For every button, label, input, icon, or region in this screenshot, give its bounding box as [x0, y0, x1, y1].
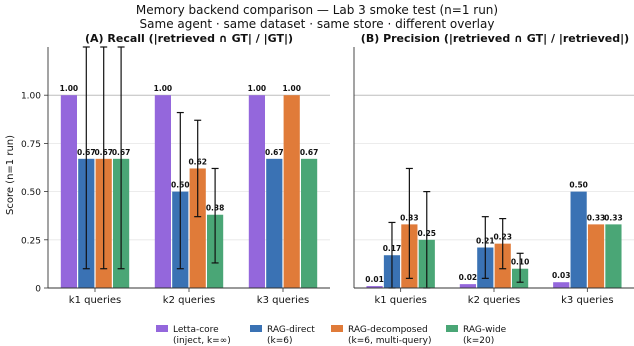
recall-bar [248, 95, 265, 288]
recall-bar [189, 168, 206, 288]
precision-data-label: 0.01 [365, 275, 384, 284]
precision-data-label: 0.33 [604, 213, 623, 222]
precision-data-label: 0.50 [569, 181, 588, 190]
precision-data-label: 0.33 [587, 213, 606, 222]
precision-bar [605, 224, 622, 288]
precision-bar [553, 282, 570, 288]
precision-x-tick-label: k3 queries [561, 295, 613, 306]
recall-data-label: 0.67 [94, 148, 113, 157]
precision-data-label: 0.03 [552, 271, 571, 280]
precision-bar [570, 191, 587, 288]
legend-swatch [331, 325, 343, 332]
legend-sublabel: (k=6) [267, 336, 293, 346]
precision-data-label: 0.33 [400, 213, 419, 222]
precision-data-label: 0.25 [418, 229, 437, 238]
recall-data-label: 0.38 [206, 204, 225, 213]
recall-data-label: 0.67 [265, 148, 284, 157]
precision-data-label: 0.23 [493, 233, 512, 242]
legend-sublabel: (k=6, multi-query) [348, 336, 431, 346]
panel-b-title: (B) Precision (|retrieved ∩ GT| / |retri… [361, 32, 629, 45]
legend-swatch [156, 325, 168, 332]
recall-bar [301, 158, 318, 288]
recall-data-label: 0.50 [171, 181, 190, 190]
precision-bar [587, 224, 605, 288]
recall-bar [60, 95, 77, 288]
y-axis-label: Score (n=1 run) [5, 135, 16, 215]
legend-swatch [250, 325, 262, 332]
recall-y-tick-label: 0.25 [21, 236, 41, 246]
precision-x-tick-label: k1 queries [374, 295, 426, 306]
figure-title: Memory backend comparison — Lab 3 smoke … [136, 3, 498, 17]
legend-label: Letta-core [173, 325, 219, 335]
panel-b-plot: 0.01 0.17 0.33 0.25 k1 queries 0.02 0.210.23 0.… [353, 47, 634, 306]
panel-a-title: (A) Recall (|retrieved ∩ GT| / |GT|) [85, 32, 293, 45]
recall-y-tick-label: 1.00 [21, 92, 41, 102]
figure-subtitle: Same agent · same dataset · same store ·… [140, 17, 495, 31]
precision-data-label: 0.21 [476, 237, 495, 246]
recall-x-tick-label: k2 queries [163, 295, 215, 306]
recall-y-tick-label: 0.75 [21, 140, 41, 150]
precision-data-label: 0.02 [459, 273, 478, 282]
recall-x-tick-label: k1 queries [69, 295, 121, 306]
legend-label: RAG-decomposed [348, 325, 428, 335]
recall-x-tick-label: k3 queries [257, 295, 309, 306]
recall-data-label: 0.67 [300, 148, 319, 157]
precision-bar [459, 284, 476, 288]
recall-data-label: 0.67 [112, 148, 131, 157]
legend-swatch [446, 325, 458, 332]
recall-bar [266, 158, 283, 288]
recall-data-label: 1.00 [154, 84, 173, 93]
legend-sublabel: (inject, k=∞) [173, 336, 231, 346]
precision-data-label: 0.17 [383, 244, 402, 253]
recall-data-label: 0.67 [77, 148, 96, 157]
precision-bar [366, 286, 383, 288]
legend: Letta-core(inject, k=∞) RAG-direct(k=6) RA… [156, 325, 507, 346]
legend-sublabel: (k=20) [463, 336, 494, 346]
legend-label: RAG-direct [267, 325, 315, 335]
recall-data-label: 1.00 [60, 84, 79, 93]
precision-x-tick-label: k2 queries [468, 295, 520, 306]
legend-label: RAG-wide [463, 325, 507, 335]
recall-data-label: 0.62 [188, 157, 207, 166]
precision-data-label: 0.10 [511, 258, 530, 267]
recall-y-tick-label: 0 [35, 285, 41, 295]
recall-y-tick-label: 0.50 [21, 188, 41, 198]
recall-bar [283, 95, 300, 288]
recall-data-label: 1.00 [248, 84, 267, 93]
recall-bar [154, 95, 171, 288]
recall-data-label: 1.00 [282, 84, 301, 93]
